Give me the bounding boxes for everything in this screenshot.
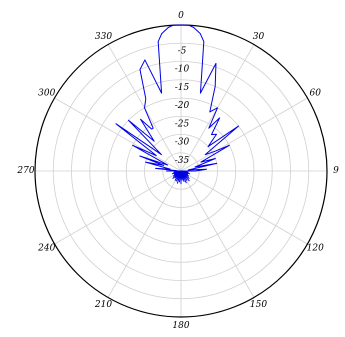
pattern-series (115, 24, 240, 185)
angle-tick-label: 0 (178, 11, 184, 21)
angle-tick-label: 270 (16, 166, 34, 176)
angle-tick-label: 120 (307, 244, 324, 254)
radial-tick-label: -20 (175, 101, 190, 111)
grid-spoke (54, 97, 182, 172)
grid-spoke (180, 170, 255, 298)
angle-tick-label: 9 (333, 166, 339, 176)
polar-grid (34, 24, 328, 318)
grid-spoke (107, 170, 182, 298)
series-line (115, 24, 240, 172)
radial-tick-label: -30 (175, 138, 190, 148)
radial-tick-label: -15 (175, 83, 190, 93)
grid-spoke (54, 170, 182, 245)
radial-tick-label: -35 (175, 156, 190, 166)
grid-spoke (180, 97, 308, 172)
angle-tick-label: 240 (37, 244, 55, 254)
angle-tick-label: 180 (172, 321, 189, 331)
angle-tick-label: 60 (310, 89, 322, 99)
grid-spoke (180, 170, 308, 245)
angle-tick-label: 30 (253, 32, 265, 42)
angle-tick-label: 300 (38, 89, 55, 99)
radial-tick-label: -25 (175, 119, 190, 129)
angle-tick-label: 150 (250, 300, 267, 310)
radial-tick-label: -10 (175, 65, 190, 75)
radial-tick-label: -5 (178, 46, 187, 56)
radial-tick-labels: -5 -10 -15 -20 -25 -30 -35 (175, 46, 190, 166)
angle-tick-label: 210 (94, 300, 112, 310)
angle-tick-labels: 0 30 60 9 120 150 180 210 240 270 300 330 (16, 11, 339, 331)
series-line (171, 170, 191, 185)
angle-tick-label: 330 (95, 32, 112, 42)
